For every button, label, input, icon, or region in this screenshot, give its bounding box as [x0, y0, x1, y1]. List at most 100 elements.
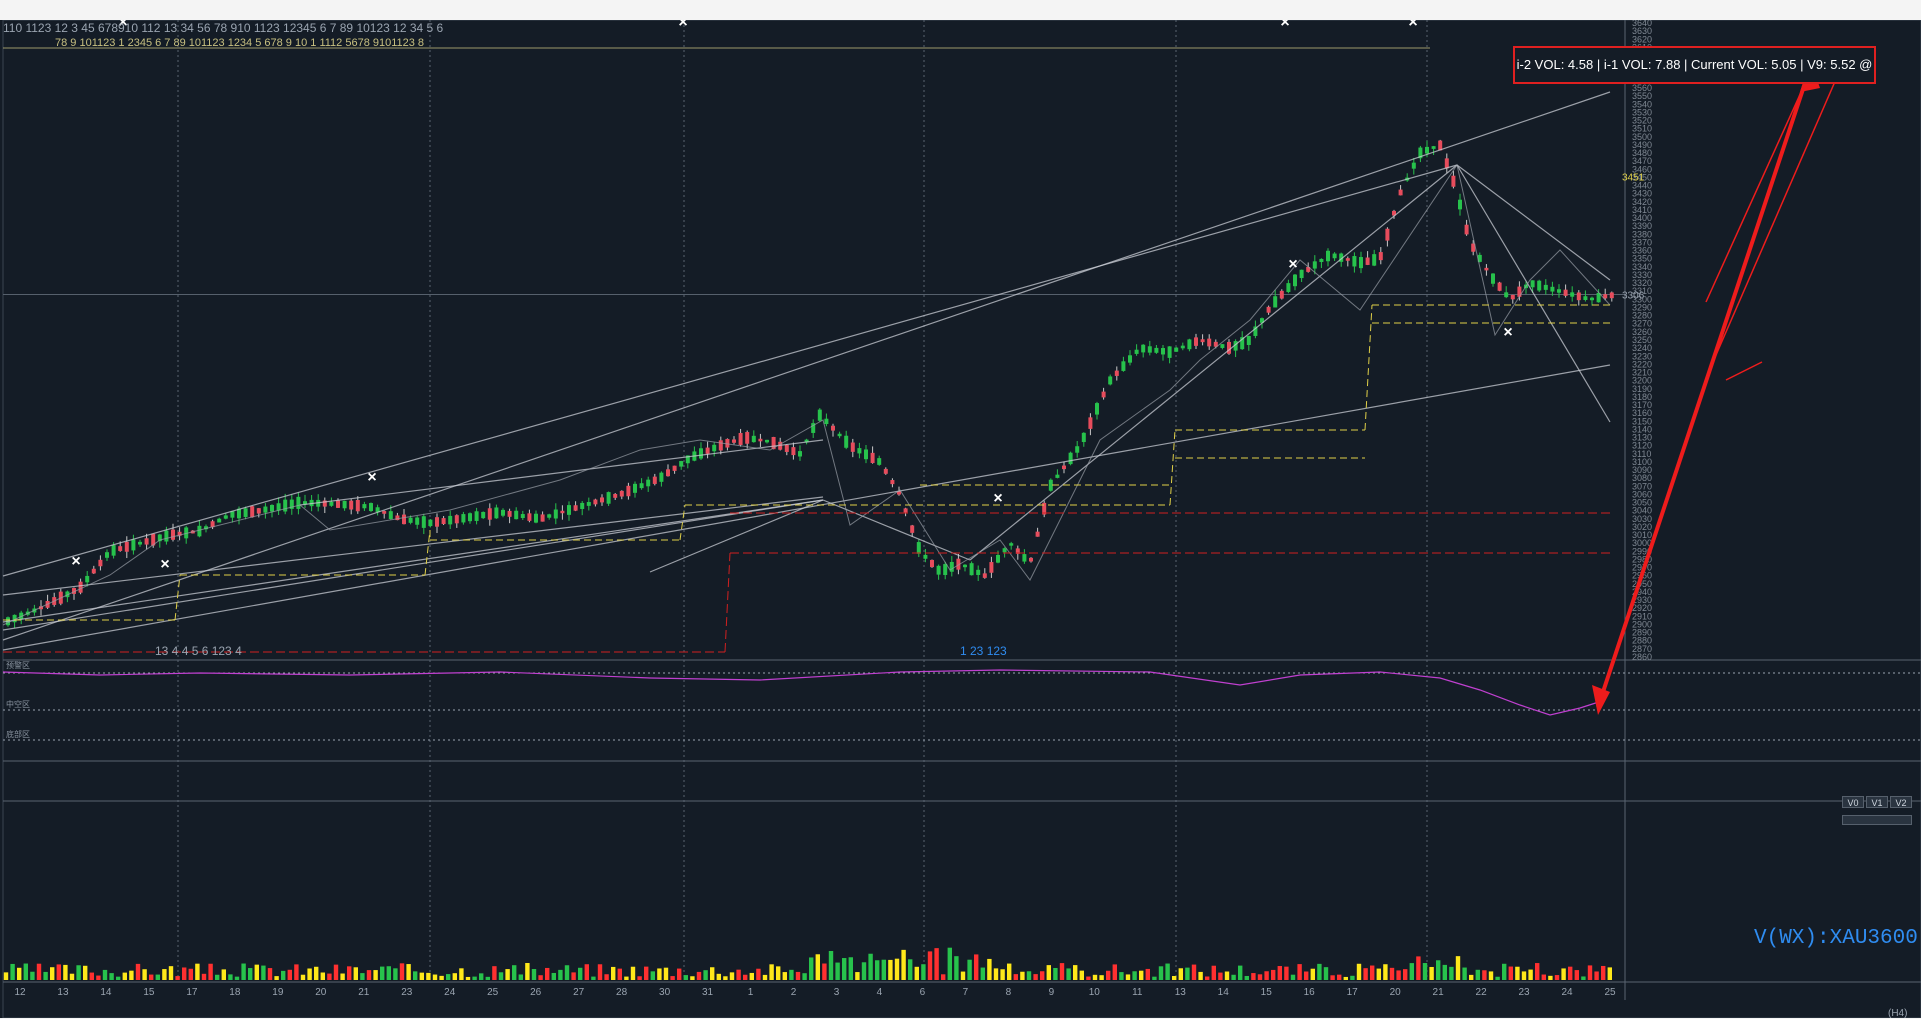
- candle-body: [751, 435, 756, 443]
- volume-bar: [941, 974, 946, 980]
- volume-bar: [1172, 976, 1177, 980]
- candle-body: [699, 448, 703, 459]
- volume-bar: [1152, 976, 1157, 980]
- volume-bar: [182, 967, 187, 980]
- volume-bar: [1053, 967, 1058, 980]
- volume-bar: [1139, 970, 1144, 980]
- candle-body: [613, 493, 618, 498]
- candle-body: [91, 568, 96, 574]
- candle-body: [745, 432, 750, 444]
- volume-bar: [1436, 960, 1441, 980]
- price-tick-label: 3000: [1632, 538, 1652, 548]
- volume-bar: [1594, 971, 1599, 980]
- candle-body: [171, 529, 175, 540]
- candle-body: [395, 515, 400, 521]
- volume-bar: [30, 971, 35, 980]
- candle-body: [184, 527, 189, 539]
- candle-body: [1246, 335, 1251, 345]
- candle-body: [283, 499, 288, 512]
- candle-body: [580, 502, 585, 509]
- view-button-v1[interactable]: V1: [1866, 796, 1888, 808]
- candle-body: [606, 492, 611, 504]
- volume-bar: [1310, 968, 1315, 980]
- volume-bar: [591, 976, 596, 980]
- candle-body: [943, 564, 948, 576]
- trend-line: [2, 499, 824, 623]
- volume-bar: [188, 968, 193, 980]
- candle-body: [1319, 258, 1324, 263]
- timeframe-label: (H4): [1888, 1008, 1908, 1019]
- annotation-arrow: [1596, 67, 1812, 708]
- date-tick-label: 15: [1261, 987, 1273, 998]
- volume-bar: [366, 970, 372, 980]
- candle-body: [1187, 339, 1192, 350]
- candle-body: [1022, 554, 1027, 562]
- candle-body: [877, 458, 882, 465]
- volume-bar: [1112, 964, 1117, 980]
- chart-frame[interactable]: 2860 2870 2880 2890 2900 2910 2920 2930 2940 2950…: [0, 20, 1921, 1019]
- annotation-arrow: [1725, 361, 1763, 381]
- volume-bar: [1211, 965, 1216, 980]
- candle-body: [969, 563, 974, 576]
- candle-body: [138, 541, 142, 545]
- price-tick-label: 2940: [1632, 587, 1652, 597]
- volume-bar: [954, 956, 959, 980]
- price-tick-label: 2950: [1632, 579, 1652, 589]
- price-tick-label: 3110: [1632, 449, 1651, 459]
- volume-bar: [525, 963, 530, 980]
- view-button-v0[interactable]: V0: [1842, 796, 1864, 808]
- volume-bar: [208, 963, 213, 980]
- volume-bar: [1482, 970, 1487, 980]
- volume-bar: [617, 968, 622, 980]
- candle-body: [1101, 391, 1106, 398]
- candle-body: [1293, 274, 1297, 287]
- view-button-v2[interactable]: V2: [1890, 796, 1912, 808]
- volume-bar: [1205, 976, 1210, 980]
- candle-body: [131, 539, 136, 551]
- candle-body: [1035, 531, 1040, 537]
- volume-bar: [261, 965, 266, 980]
- candle-body: [329, 501, 334, 506]
- volume-bar: [650, 971, 655, 980]
- date-tick-label: 17: [186, 987, 198, 998]
- date-tick-label: 17: [1347, 987, 1359, 998]
- price-tick-label: 3310: [1632, 286, 1652, 296]
- volume-bar: [564, 965, 570, 980]
- candle-body: [1392, 210, 1396, 216]
- price-tick-label: 3320: [1632, 278, 1652, 288]
- candle-body: [1339, 253, 1344, 262]
- volume-bar: [1000, 969, 1005, 980]
- volume-bar: [947, 947, 952, 980]
- candle-body: [19, 612, 24, 620]
- volume-bar: [1601, 965, 1606, 980]
- candle-body: [118, 546, 123, 551]
- volume-bar: [1086, 976, 1091, 980]
- volume-bar: [1304, 971, 1309, 980]
- candle-body: [738, 432, 743, 445]
- scroll-bar[interactable]: [1842, 815, 1912, 825]
- candle-body: [897, 491, 901, 495]
- volume-bar: [1587, 965, 1593, 980]
- volume-bar: [934, 948, 939, 980]
- price-tick-label: 3200: [1632, 376, 1652, 386]
- price-tick-label: 3560: [1632, 83, 1652, 93]
- candle-body: [1332, 253, 1337, 259]
- candle-body: [250, 506, 255, 518]
- annotation-arrow: [1705, 67, 1813, 303]
- price-tick-label: 3460: [1632, 164, 1652, 174]
- volume-bar: [393, 968, 398, 980]
- volume-bar: [1132, 971, 1137, 980]
- candle-body: [1207, 338, 1212, 347]
- candle-body: [586, 502, 591, 506]
- candle-body: [646, 479, 651, 487]
- candle-body: [1557, 289, 1561, 293]
- date-tick-label: 2: [791, 987, 797, 998]
- price-chart[interactable]: 2860287028802890290029102920293029402950…: [0, 20, 1921, 1018]
- volume-bar: [894, 958, 900, 980]
- swing-marker-icon: ×: [1288, 256, 1297, 273]
- volume-bar: [439, 975, 444, 980]
- candle-body: [151, 533, 156, 546]
- price-tick-label: 3150: [1632, 416, 1652, 426]
- price-tick-label: 3630: [1632, 26, 1652, 36]
- candle-body: [1352, 256, 1357, 267]
